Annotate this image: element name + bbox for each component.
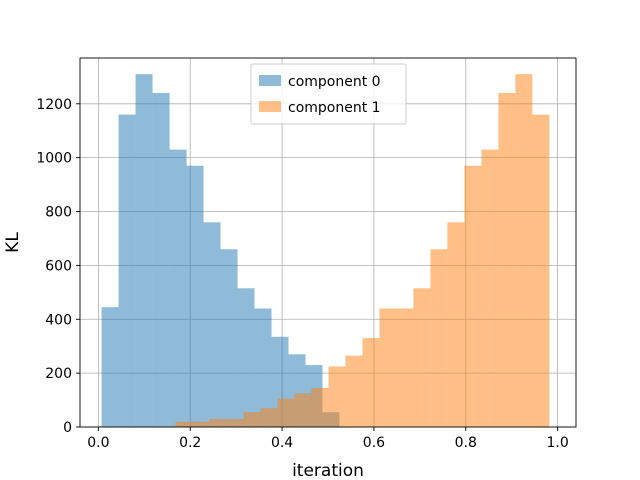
y-tick-label: 800 xyxy=(45,205,72,221)
series-1-bar xyxy=(311,387,329,427)
x-tick-label: 0.0 xyxy=(87,435,109,451)
series-1-bar xyxy=(515,74,533,427)
series-0-bar xyxy=(135,74,153,427)
series-1-bar xyxy=(396,308,414,427)
x-axis: 0.0 0.2 0.4 0.6 0.8 1.0 xyxy=(87,427,569,451)
series-1-bar xyxy=(447,222,465,427)
series-1-bar xyxy=(481,149,499,427)
series-1-bar xyxy=(464,165,482,427)
series-1-bar xyxy=(226,418,244,427)
series-1-bar xyxy=(209,418,227,427)
x-tick-label: 0.4 xyxy=(271,435,293,451)
series-1-bar xyxy=(498,93,516,428)
x-tick-label: 0.8 xyxy=(455,435,477,451)
x-tick-label: 0.2 xyxy=(179,435,201,451)
series-0-bar xyxy=(118,114,136,427)
legend-box xyxy=(250,63,407,125)
series-1-bar xyxy=(175,421,193,427)
histogram-bars xyxy=(101,74,550,428)
series-0-bar xyxy=(152,93,170,428)
series-1-bar xyxy=(328,366,346,427)
y-tick-label: 0 xyxy=(63,420,72,436)
series-1-bar xyxy=(192,421,210,427)
series-1-bar xyxy=(362,338,380,427)
plot-frame xyxy=(79,57,577,428)
series-1-bar xyxy=(413,288,431,427)
series-1-bar xyxy=(243,412,261,427)
y-tick-label: 200 xyxy=(45,366,72,382)
y-tick-label: 1000 xyxy=(36,151,72,167)
y-axis: 0 200 400 600 800 1000 1200 xyxy=(36,97,80,436)
series-0-bar xyxy=(101,307,119,427)
x-tick-label: 1.0 xyxy=(546,435,568,451)
y-axis-label: KL xyxy=(3,232,23,253)
series-1-bar xyxy=(260,408,278,427)
series-1-bar xyxy=(277,398,295,427)
series-1-bar xyxy=(345,355,363,427)
series-1-bar xyxy=(532,114,550,427)
series-0-bars xyxy=(101,74,340,428)
series-1-bars xyxy=(175,74,550,428)
series-1-bar xyxy=(294,393,312,427)
legend-label: component 1 xyxy=(288,100,381,116)
series-0-bar xyxy=(237,288,255,427)
y-tick-label: 1200 xyxy=(36,97,72,113)
x-tick-label: 0.6 xyxy=(363,435,385,451)
series-1-bar xyxy=(430,249,448,427)
series-0-bar xyxy=(254,308,272,427)
y-tick-label: 400 xyxy=(45,312,72,328)
legend: component 0 component 1 xyxy=(250,63,407,125)
series-1-bar xyxy=(379,308,397,427)
series-0-bar xyxy=(186,165,204,427)
series-0-bar xyxy=(203,222,221,427)
series-0-bar xyxy=(169,149,187,427)
series-0-bar xyxy=(220,249,238,427)
y-tick-label: 600 xyxy=(45,258,72,274)
legend-swatch xyxy=(259,101,281,112)
legend-label: component 0 xyxy=(288,74,381,90)
x-axis-label: iteration xyxy=(292,461,364,480)
legend-swatch xyxy=(259,75,281,86)
